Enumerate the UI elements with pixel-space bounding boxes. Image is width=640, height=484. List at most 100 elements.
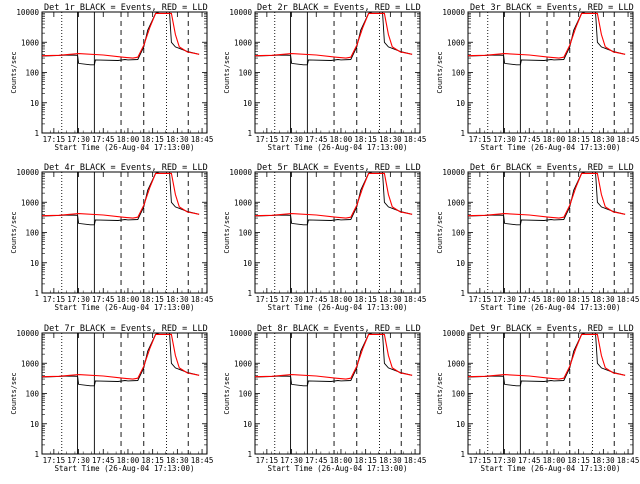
events-series-line (41, 332, 200, 387)
y-tick-label: 1 (34, 289, 39, 298)
y-tick-label: 100 (451, 69, 465, 78)
y-axis-label: Counts/sec (10, 211, 18, 253)
y-axis-label: Counts/sec (223, 211, 231, 253)
x-tick-label: 17:45 (518, 295, 541, 304)
chart-title: Det 6r BLACK = Events, RED = LLD (470, 163, 634, 173)
y-tick-label: 100 (451, 229, 465, 238)
x-tick-label: 17:45 (305, 135, 328, 144)
y-tick-label: 100 (238, 69, 252, 78)
panel-1: Det 1r BLACK = Events, RED = LLD 1 10 100 10… (10, 3, 213, 152)
chart-title: Det 8r BLACK = Events, RED = LLD (257, 324, 421, 334)
lld-series-line (41, 12, 200, 59)
x-tick-label: 18:15 (567, 295, 590, 304)
x-tick-label: 17:45 (92, 456, 115, 465)
x-tick-label: 18:15 (141, 135, 164, 144)
x-tick-label: 18:30 (166, 456, 189, 465)
panel-2: Det 2r BLACK = Events, RED = LLD 1 10 100 10… (223, 3, 426, 152)
x-tick-label: 18:30 (592, 295, 615, 304)
panel-6: Det 6r BLACK = Events, RED = LLD 1 10 100 10… (436, 163, 639, 312)
x-tick-label: 18:45 (404, 135, 427, 144)
panel-7: Det 7r BLACK = Events, RED = LLD 1 10 100 10… (10, 324, 213, 473)
y-tick-label: 10000 (16, 8, 39, 17)
events-series-line (41, 171, 200, 226)
x-tick-label: 18:30 (379, 456, 402, 465)
y-tick-label: 1000 (447, 198, 466, 207)
x-tick-label: 18:45 (404, 456, 427, 465)
x-tick-label: 17:15 (256, 456, 279, 465)
plot-frame (254, 171, 421, 294)
x-tick-label: 17:45 (305, 456, 328, 465)
y-axis-label: Counts/sec (10, 372, 18, 414)
panel-3: Det 3r BLACK = Events, RED = LLD 1 10 100 10… (436, 3, 639, 152)
x-axis-label: Start Time (26-Aug-04 17:13:00) (481, 303, 621, 312)
events-series-line (467, 11, 626, 66)
panel-4: Det 4r BLACK = Events, RED = LLD 1 10 100 10… (10, 163, 213, 312)
x-tick-label: 18:00 (330, 456, 353, 465)
plot-frame (254, 332, 421, 455)
x-tick-label: 18:15 (354, 135, 377, 144)
y-tick-label: 10000 (442, 168, 465, 177)
x-axis-label: Start Time (26-Aug-04 17:13:00) (268, 303, 408, 312)
x-tick-label: 17:30 (280, 295, 303, 304)
chart-title: Det 1r BLACK = Events, RED = LLD (44, 3, 208, 13)
x-axis-label: Start Time (26-Aug-04 17:13:00) (481, 464, 621, 473)
y-axis-label: Counts/sec (436, 211, 444, 253)
panel-5: Det 5r BLACK = Events, RED = LLD 1 10 100 10… (223, 163, 426, 312)
y-tick-label: 1000 (21, 359, 40, 368)
y-tick-label: 10 (456, 420, 466, 429)
x-tick-label: 17:45 (518, 135, 541, 144)
y-tick-label: 10 (30, 420, 40, 429)
x-tick-label: 17:30 (67, 456, 90, 465)
y-tick-label: 1 (34, 450, 39, 459)
x-tick-label: 17:45 (92, 135, 115, 144)
chart-title: Det 2r BLACK = Events, RED = LLD (257, 3, 421, 13)
y-axis-label: Counts/sec (223, 372, 231, 414)
chart-title: Det 4r BLACK = Events, RED = LLD (44, 163, 208, 173)
x-tick-label: 18:15 (567, 135, 590, 144)
x-tick-label: 17:30 (67, 295, 90, 304)
x-tick-label: 17:30 (67, 135, 90, 144)
y-tick-label: 1 (460, 289, 465, 298)
x-tick-label: 17:30 (493, 135, 516, 144)
x-tick-label: 18:45 (191, 135, 214, 144)
x-tick-label: 18:00 (330, 135, 353, 144)
y-tick-label: 1000 (447, 38, 466, 47)
x-tick-label: 18:15 (141, 295, 164, 304)
y-tick-label: 1 (247, 129, 252, 138)
y-axis-label: Counts/sec (436, 372, 444, 414)
lld-series-line (254, 333, 413, 380)
y-tick-label: 1 (247, 289, 252, 298)
y-tick-label: 1000 (234, 38, 253, 47)
y-tick-label: 10 (243, 99, 253, 108)
y-tick-label: 10000 (442, 8, 465, 17)
x-tick-label: 18:30 (592, 135, 615, 144)
lld-series-line (254, 12, 413, 59)
x-tick-label: 17:15 (469, 295, 492, 304)
x-tick-label: 18:00 (117, 135, 140, 144)
lld-series-line (467, 12, 626, 59)
y-tick-label: 100 (451, 390, 465, 399)
events-series-line (41, 11, 200, 66)
events-series-line (254, 11, 413, 66)
plot-frame (467, 332, 634, 455)
y-tick-label: 10 (30, 259, 40, 268)
plot-frame (467, 11, 634, 134)
lld-series-line (467, 333, 626, 380)
x-tick-label: 18:00 (117, 295, 140, 304)
x-tick-label: 18:30 (592, 456, 615, 465)
y-tick-label: 10000 (229, 168, 252, 177)
x-tick-label: 17:30 (280, 135, 303, 144)
x-tick-label: 17:15 (43, 456, 66, 465)
x-tick-label: 17:45 (518, 456, 541, 465)
plot-frame (41, 171, 208, 294)
chart-title: Det 5r BLACK = Events, RED = LLD (257, 163, 421, 173)
y-tick-label: 10000 (16, 329, 39, 338)
y-tick-label: 100 (238, 229, 252, 238)
x-tick-label: 17:15 (43, 295, 66, 304)
y-tick-label: 1000 (447, 359, 466, 368)
lld-series-line (467, 172, 626, 219)
x-tick-label: 18:45 (191, 295, 214, 304)
x-tick-label: 17:30 (493, 295, 516, 304)
x-tick-label: 18:15 (141, 456, 164, 465)
